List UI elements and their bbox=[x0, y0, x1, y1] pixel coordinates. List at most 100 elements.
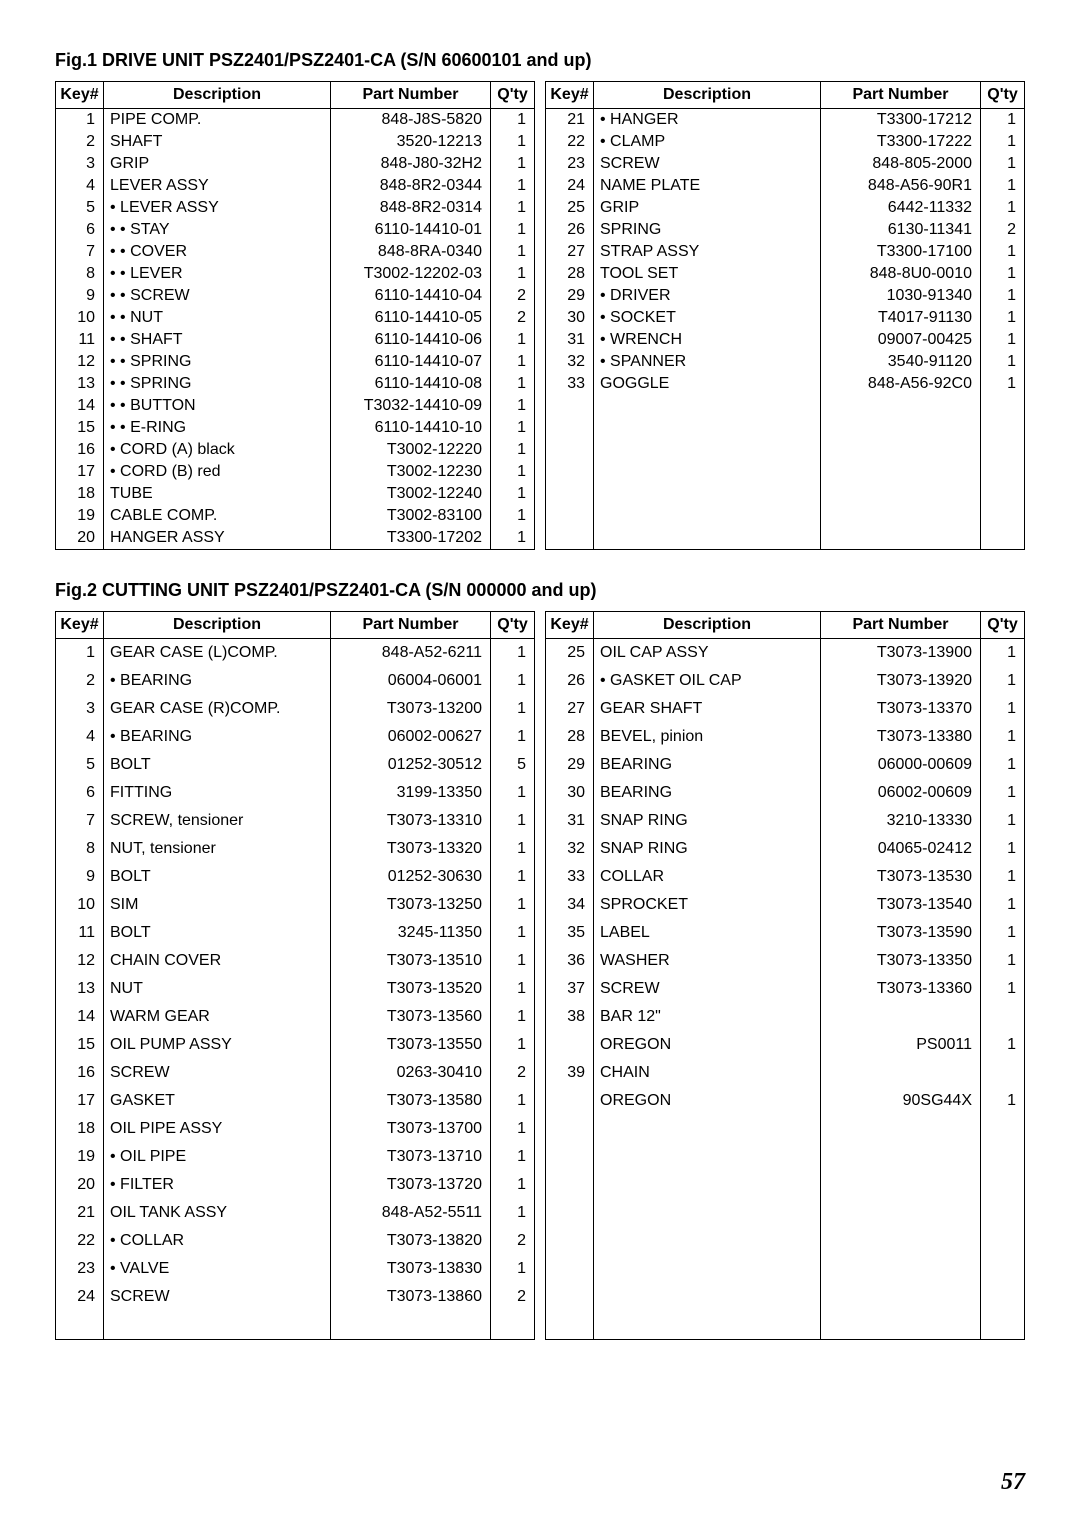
table-cell: 12 bbox=[56, 351, 104, 373]
table-cell: 1 bbox=[981, 751, 1025, 779]
table-cell: 1 bbox=[491, 395, 535, 417]
table-cell bbox=[821, 395, 981, 417]
column-header: Part Number bbox=[331, 82, 491, 109]
table-cell: T3073-13700 bbox=[331, 1115, 491, 1143]
table-cell: 2 bbox=[981, 219, 1025, 241]
table-cell: T3073-13320 bbox=[331, 835, 491, 863]
table-cell: 2 bbox=[56, 131, 104, 153]
table-cell: 1 bbox=[491, 263, 535, 285]
table-cell: 1 bbox=[491, 1087, 535, 1115]
table-cell: • • SPRING bbox=[104, 373, 331, 395]
table-cell: T3073-13920 bbox=[821, 667, 981, 695]
table-cell: 27 bbox=[546, 695, 594, 723]
table-cell bbox=[546, 439, 594, 461]
table-cell: T3032-14410-09 bbox=[331, 395, 491, 417]
table-row: 23SCREW848-805-20001 bbox=[546, 153, 1025, 175]
table-cell bbox=[104, 1311, 331, 1340]
table-cell: 848-805-2000 bbox=[821, 153, 981, 175]
table-cell: 1 bbox=[981, 975, 1025, 1003]
table-row: 27GEAR SHAFTT3073-133701 bbox=[546, 695, 1025, 723]
table-cell bbox=[821, 483, 981, 505]
table-cell: 1030-91340 bbox=[821, 285, 981, 307]
table-cell bbox=[981, 1255, 1025, 1283]
table-cell: T3300-17222 bbox=[821, 131, 981, 153]
fig1-table-left: Key#DescriptionPart NumberQ'ty1PIPE COMP… bbox=[55, 81, 535, 550]
table-cell: 28 bbox=[546, 723, 594, 751]
table-row bbox=[546, 417, 1025, 439]
table-cell bbox=[821, 1003, 981, 1031]
table-cell bbox=[491, 1311, 535, 1340]
table-cell: 6442-11332 bbox=[821, 197, 981, 219]
table-cell: 3520-12213 bbox=[331, 131, 491, 153]
table-cell: 1 bbox=[491, 919, 535, 947]
table-cell: • OIL PIPE bbox=[104, 1143, 331, 1171]
table-cell: 848-A52-6211 bbox=[331, 639, 491, 668]
table-cell: 1 bbox=[981, 307, 1025, 329]
table-row bbox=[546, 483, 1025, 505]
table-cell: 2 bbox=[491, 1059, 535, 1087]
table-cell: 14 bbox=[56, 1003, 104, 1031]
table-cell bbox=[594, 439, 821, 461]
table-cell bbox=[594, 483, 821, 505]
table-cell: 01252-30630 bbox=[331, 863, 491, 891]
table-cell: 848-8U0-0010 bbox=[821, 263, 981, 285]
table-row: 10• • NUT6110-14410-052 bbox=[56, 307, 535, 329]
table-cell: 1 bbox=[491, 417, 535, 439]
table-cell: GRIP bbox=[594, 197, 821, 219]
table-cell: T3073-13550 bbox=[331, 1031, 491, 1059]
table-cell bbox=[821, 417, 981, 439]
table-row bbox=[546, 1283, 1025, 1311]
table-cell: 24 bbox=[546, 175, 594, 197]
table-cell: 1 bbox=[491, 863, 535, 891]
table-row: 32• SPANNER3540-911201 bbox=[546, 351, 1025, 373]
table-row: 34SPROCKETT3073-135401 bbox=[546, 891, 1025, 919]
table-cell: CABLE COMP. bbox=[104, 505, 331, 527]
table-cell: • SOCKET bbox=[594, 307, 821, 329]
table-cell: T3073-13580 bbox=[331, 1087, 491, 1115]
table-cell: • • SPRING bbox=[104, 351, 331, 373]
table-cell: 848-J80-32H2 bbox=[331, 153, 491, 175]
table-row: 24NAME PLATE848-A56-90R11 bbox=[546, 175, 1025, 197]
table-cell: • DRIVER bbox=[594, 285, 821, 307]
table-cell: 15 bbox=[56, 1031, 104, 1059]
table-cell: TUBE bbox=[104, 483, 331, 505]
table-cell: GRIP bbox=[104, 153, 331, 175]
table-cell: T3073-13310 bbox=[331, 807, 491, 835]
table-cell bbox=[546, 1199, 594, 1227]
table-cell: OIL PIPE ASSY bbox=[104, 1115, 331, 1143]
table-row: 20HANGER ASSYT3300-172021 bbox=[56, 527, 535, 550]
table-cell bbox=[546, 1031, 594, 1059]
table-cell: 6110-14410-01 bbox=[331, 219, 491, 241]
table-row: 21• HANGERT3300-172121 bbox=[546, 109, 1025, 132]
table-cell: T3073-13350 bbox=[821, 947, 981, 975]
table-cell: • WRENCH bbox=[594, 329, 821, 351]
table-cell: 36 bbox=[546, 947, 594, 975]
table-cell: LEVER ASSY bbox=[104, 175, 331, 197]
table-cell: 2 bbox=[491, 307, 535, 329]
column-header: Key# bbox=[546, 612, 594, 639]
table-cell: GEAR CASE (L)COMP. bbox=[104, 639, 331, 668]
table-cell: T3073-13590 bbox=[821, 919, 981, 947]
table-row: 33COLLART3073-135301 bbox=[546, 863, 1025, 891]
table-cell: 1 bbox=[491, 1143, 535, 1171]
table-cell: • GASKET OIL CAP bbox=[594, 667, 821, 695]
table-cell: GASKET bbox=[104, 1087, 331, 1115]
table-cell: 1 bbox=[491, 695, 535, 723]
table-cell: 2 bbox=[491, 285, 535, 307]
table-cell: 1 bbox=[491, 461, 535, 483]
table-cell: 6110-14410-08 bbox=[331, 373, 491, 395]
table-cell: 6110-14410-07 bbox=[331, 351, 491, 373]
table-cell: T3002-12220 bbox=[331, 439, 491, 461]
table-cell: 1 bbox=[491, 947, 535, 975]
table-row: 35LABELT3073-135901 bbox=[546, 919, 1025, 947]
table-cell: 1 bbox=[981, 863, 1025, 891]
table-cell: 15 bbox=[56, 417, 104, 439]
table-cell: • • COVER bbox=[104, 241, 331, 263]
table-cell bbox=[546, 461, 594, 483]
table-cell: 20 bbox=[56, 1171, 104, 1199]
table-cell: 6 bbox=[56, 219, 104, 241]
table-cell: T3073-13520 bbox=[331, 975, 491, 1003]
table-cell: 3199-13350 bbox=[331, 779, 491, 807]
table-cell: T3073-13200 bbox=[331, 695, 491, 723]
table-cell: 1 bbox=[491, 373, 535, 395]
